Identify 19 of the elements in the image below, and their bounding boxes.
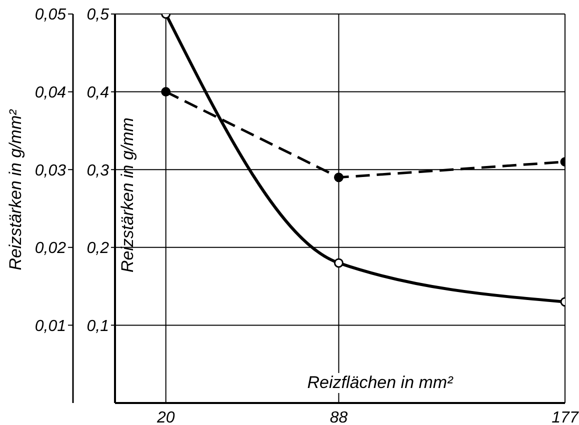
y2-tick-label: 0,03 bbox=[34, 162, 66, 180]
x-tick-label: 88 bbox=[330, 409, 348, 425]
y-tick-label: 0,2 bbox=[86, 240, 110, 258]
x-axis-title: Reizflächen in mm² bbox=[305, 373, 455, 393]
y-tick-label: 0,4 bbox=[86, 84, 110, 102]
point bbox=[334, 258, 344, 268]
x-tick-label: 177 bbox=[552, 409, 579, 425]
y-axis-title: Reizstärken in g/mm bbox=[118, 118, 138, 272]
point bbox=[334, 172, 344, 182]
x-tick-label: 20 bbox=[156, 409, 175, 425]
y-tick-label: 0,5 bbox=[86, 6, 110, 24]
y-tick-label: 0,3 bbox=[86, 162, 110, 180]
y2-tick-label: 0,04 bbox=[34, 84, 66, 102]
y2-tick-label: 0,01 bbox=[34, 318, 66, 335]
y2-tick-label: 0,05 bbox=[34, 6, 66, 24]
y2-axis-title: Reizstärken in g/mm² bbox=[6, 110, 26, 270]
y2-tick-label: 0,02 bbox=[34, 240, 66, 258]
point bbox=[161, 87, 171, 97]
y-tick-label: 0,1 bbox=[86, 318, 109, 335]
